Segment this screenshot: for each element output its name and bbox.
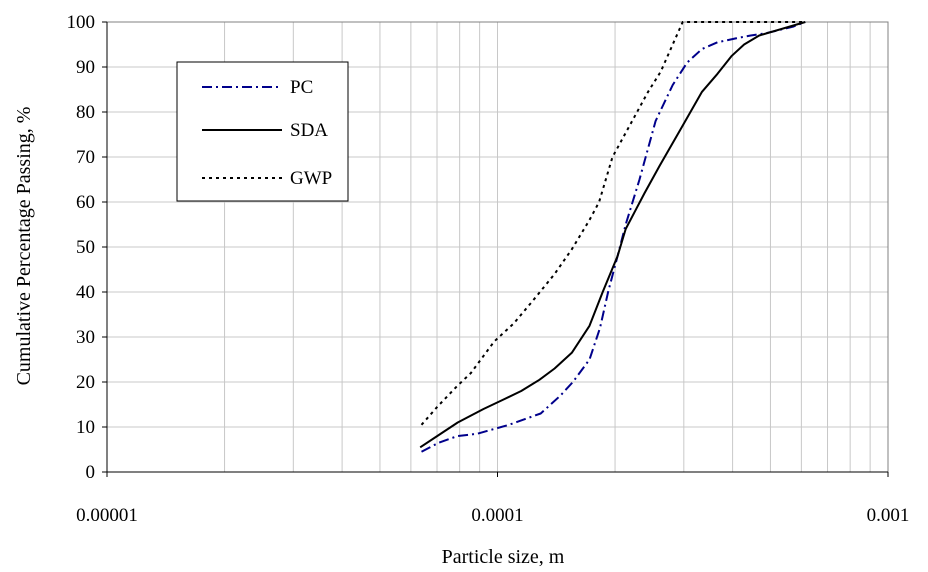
y-tick-label: 0 bbox=[86, 462, 96, 483]
y-tick-label: 100 bbox=[67, 12, 96, 33]
series-line-pc bbox=[421, 21, 806, 453]
series-line-sda bbox=[419, 21, 806, 449]
y-tick-label: 50 bbox=[76, 237, 95, 258]
legend-label-sda: SDA bbox=[290, 120, 328, 141]
x-tick-label: 0.0001 bbox=[471, 505, 523, 526]
legend-box bbox=[176, 61, 349, 202]
y-tick-label: 70 bbox=[76, 147, 95, 168]
x-axis-title: Particle size, m bbox=[442, 546, 565, 568]
y-tick-label: 60 bbox=[76, 192, 95, 213]
tick-labels: 0 10 20 30 40 50 60 70 80 90 100 0.00001 0.0001 0.001 bbox=[67, 12, 910, 526]
x-tick-label: 0.00001 bbox=[76, 505, 138, 526]
series-layer bbox=[419, 21, 806, 453]
y-tick-label: 30 bbox=[76, 327, 95, 348]
y-tick-label: 20 bbox=[76, 372, 95, 393]
y-axis-title: Cumulative Percentage Passing, % bbox=[13, 107, 35, 386]
y-tick-label: 80 bbox=[76, 102, 95, 123]
y-tick-label: 40 bbox=[76, 282, 95, 303]
y-tick-label: 10 bbox=[76, 417, 95, 438]
x-tick-label: 0.001 bbox=[867, 505, 910, 526]
y-tick-label: 90 bbox=[76, 57, 95, 78]
legend-label-gwp: GWP bbox=[290, 168, 332, 189]
legend: PC SDA GWP bbox=[176, 61, 349, 202]
series-line-gwp bbox=[420, 21, 806, 426]
legend-label-pc: PC bbox=[290, 77, 313, 98]
